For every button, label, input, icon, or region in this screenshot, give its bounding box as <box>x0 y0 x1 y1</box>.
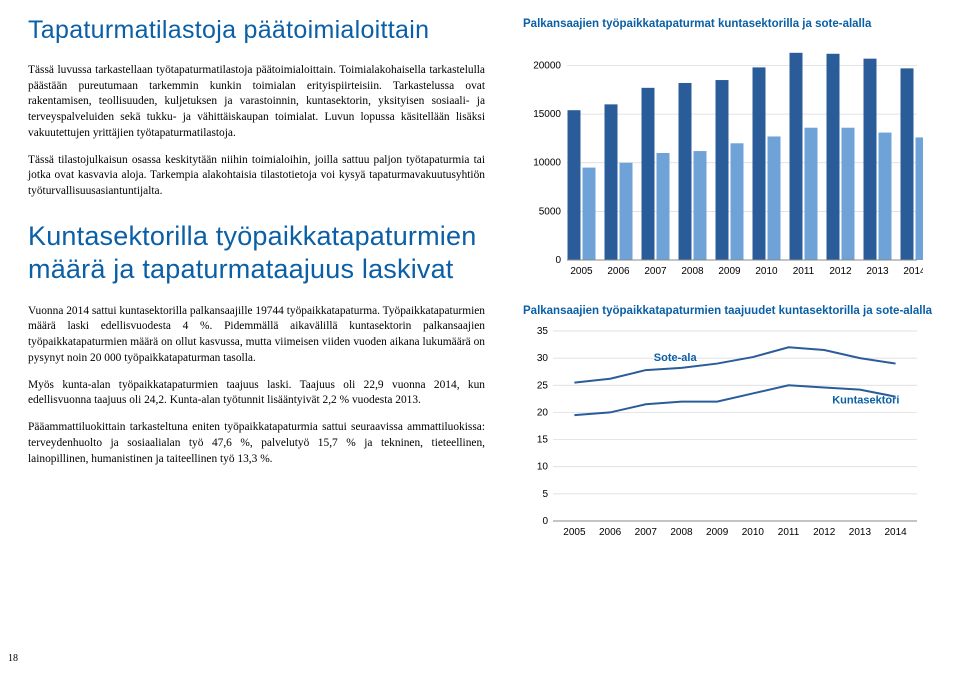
svg-text:Kuntasektori: Kuntasektori <box>832 394 899 406</box>
svg-text:20000: 20000 <box>533 60 561 71</box>
left-column: Tapaturmatilastoja päätoimialoittain Täs… <box>28 16 513 658</box>
svg-text:25: 25 <box>537 380 549 391</box>
chart-1-title: Palkansaajien työpaikkatapaturmat kuntas… <box>523 18 933 30</box>
svg-text:0: 0 <box>542 516 548 527</box>
body-paragraph-4: Myös kunta-alan työpaikkatapaturmien taa… <box>28 378 485 409</box>
svg-text:2014: 2014 <box>903 266 923 277</box>
svg-text:5: 5 <box>542 489 548 500</box>
svg-text:10000: 10000 <box>533 158 561 169</box>
svg-text:2008: 2008 <box>681 266 704 277</box>
svg-text:2009: 2009 <box>706 527 729 538</box>
body-paragraph-3: Vuonna 2014 sattui kuntasektorilla palka… <box>28 304 485 367</box>
body-paragraph-5: Pääammattiluokittain tarkasteltuna enite… <box>28 420 485 467</box>
intro-paragraph-1: Tässä luvussa tarkastellaan työtapaturma… <box>28 63 485 142</box>
page-title: Tapaturmatilastoja päätoimialoittain <box>28 16 485 45</box>
chart-2-title: Palkansaajien työpaikkatapaturmien taaju… <box>523 304 933 319</box>
chart-1-container: Palkansaajien työpaikkatapaturmat kuntas… <box>523 18 933 282</box>
svg-text:2011: 2011 <box>793 266 815 277</box>
line-chart: 0 5 10 15 20 25 30 35 2005 2006 2007 2008 2009 2010 20… <box>523 325 923 543</box>
svg-text:30: 30 <box>537 353 549 364</box>
svg-text:2011: 2011 <box>778 527 800 538</box>
svg-text:2014: 2014 <box>884 527 907 538</box>
svg-text:5000: 5000 <box>539 206 562 217</box>
svg-text:2006: 2006 <box>599 527 622 538</box>
svg-text:2012: 2012 <box>829 266 852 277</box>
svg-text:2010: 2010 <box>742 527 765 538</box>
page-number: 18 <box>8 653 18 664</box>
section-heading: Kuntasektorilla työpaikkatapaturmien mää… <box>28 220 485 286</box>
svg-text:0: 0 <box>555 255 561 266</box>
svg-text:2007: 2007 <box>635 527 658 538</box>
svg-text:2013: 2013 <box>866 266 889 277</box>
svg-text:Sote-ala: Sote-ala <box>654 352 698 364</box>
bar-chart: 0 5000 10000 15000 20000 2005 2006 2007 2008 2009… <box>523 40 923 282</box>
intro-paragraph-2: Tässä tilastojulkaisun osassa keskitytää… <box>28 153 485 200</box>
svg-text:2009: 2009 <box>718 266 741 277</box>
svg-text:15000: 15000 <box>533 109 561 120</box>
svg-text:15: 15 <box>537 435 549 446</box>
svg-text:2013: 2013 <box>849 527 872 538</box>
svg-text:2006: 2006 <box>607 266 630 277</box>
svg-text:2012: 2012 <box>813 527 836 538</box>
svg-text:2005: 2005 <box>563 527 586 538</box>
right-column: Palkansaajien työpaikkatapaturmat kuntas… <box>513 16 933 658</box>
svg-text:10: 10 <box>537 462 549 473</box>
svg-text:2008: 2008 <box>670 527 693 538</box>
svg-text:35: 35 <box>537 326 549 337</box>
svg-text:2010: 2010 <box>755 266 778 277</box>
svg-text:2007: 2007 <box>644 266 667 277</box>
svg-text:2005: 2005 <box>570 266 593 277</box>
chart-2-container: Palkansaajien työpaikkatapaturmien taaju… <box>523 304 933 543</box>
svg-text:20: 20 <box>537 407 549 418</box>
